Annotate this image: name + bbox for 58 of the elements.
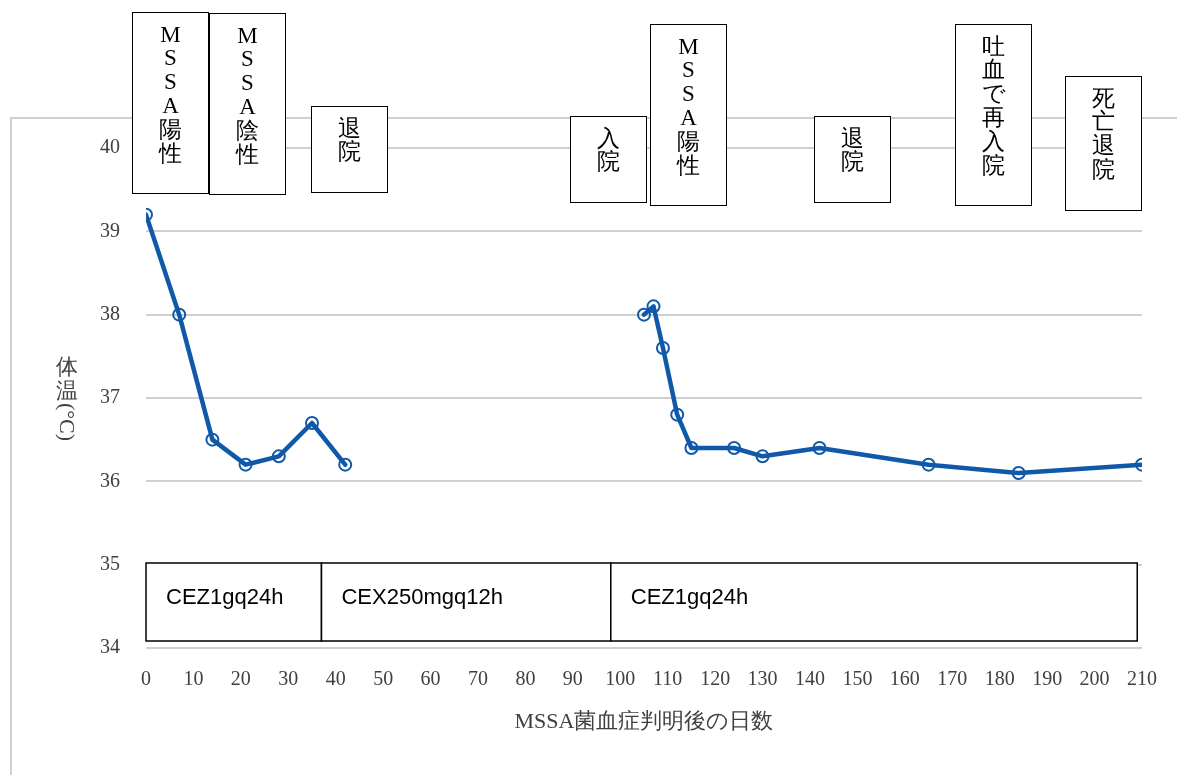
point (655, 341, 670, 355)
x-tick-label: 150 (842, 667, 873, 690)
annotation: 死亡退院 (1091, 85, 1116, 183)
point (670, 407, 685, 422)
x-tick-label: 50 (373, 667, 394, 690)
y-tick-label: 34 (100, 635, 120, 658)
y-tick-label: 38 (100, 301, 120, 324)
y-tick-label: 37 (100, 385, 120, 408)
x-tick-label: 120 (700, 667, 731, 690)
point (205, 432, 220, 447)
x-tick-label: 10 (183, 667, 204, 690)
x-tick-label: 70 (468, 667, 488, 690)
point (727, 441, 742, 455)
point (646, 299, 661, 314)
x-tick-label: 190 (1032, 667, 1063, 690)
point (238, 457, 253, 472)
x-tick-label: 130 (747, 667, 778, 690)
point (305, 416, 319, 430)
annotation: 退院 (337, 115, 362, 165)
band-label: CEZ1gq24h (166, 584, 284, 610)
annotation: 入院 (596, 125, 621, 175)
x-tick-label: 20 (230, 667, 251, 690)
x-tick-label: 40 (325, 667, 346, 690)
x-tick-label: 100 (605, 667, 636, 690)
y-tick-label: 40 (100, 135, 120, 158)
y-tick-label: 36 (100, 468, 120, 491)
band-label: CEZ1gq24h (630, 584, 749, 610)
point (1011, 466, 1026, 480)
annotation: MSSA陽性 (157, 21, 183, 167)
x-tick-label: 140 (795, 667, 825, 690)
point (684, 441, 699, 455)
band-label: CEX250mgq12h (341, 584, 503, 610)
x-tick-label: 30 (278, 667, 299, 690)
annotation: MSSA陽性 (675, 33, 701, 179)
x-tick-label: 160 (889, 667, 920, 690)
point (755, 449, 770, 464)
x-tick-label: 110 (653, 667, 683, 690)
x-tick-label: 80 (515, 667, 536, 690)
x-tick-label: 180 (984, 667, 1015, 690)
point (338, 457, 353, 472)
point (271, 449, 286, 464)
x-tick-label: 0 (141, 667, 151, 690)
y-axis-title: 体温(°C) (55, 353, 81, 441)
x-tick-label: 210 (1127, 667, 1157, 690)
x-tick-label: 90 (562, 667, 583, 690)
y-tick-label: 35 (100, 551, 120, 574)
point (921, 457, 936, 472)
x-tick-label: 60 (420, 667, 441, 690)
point (812, 441, 827, 455)
annotation: MSSA陰性 (234, 22, 260, 168)
x-axis-title: MSSA菌血症判明後の日数 (514, 707, 774, 733)
x-tick-label: 170 (937, 667, 968, 690)
point (637, 307, 651, 322)
annotation: 退院 (840, 125, 865, 175)
point (172, 307, 187, 322)
x-tick-label: 200 (1079, 667, 1110, 690)
annotation: 吐血で再入院 (980, 33, 1007, 179)
y-tick-label: 39 (100, 218, 120, 241)
